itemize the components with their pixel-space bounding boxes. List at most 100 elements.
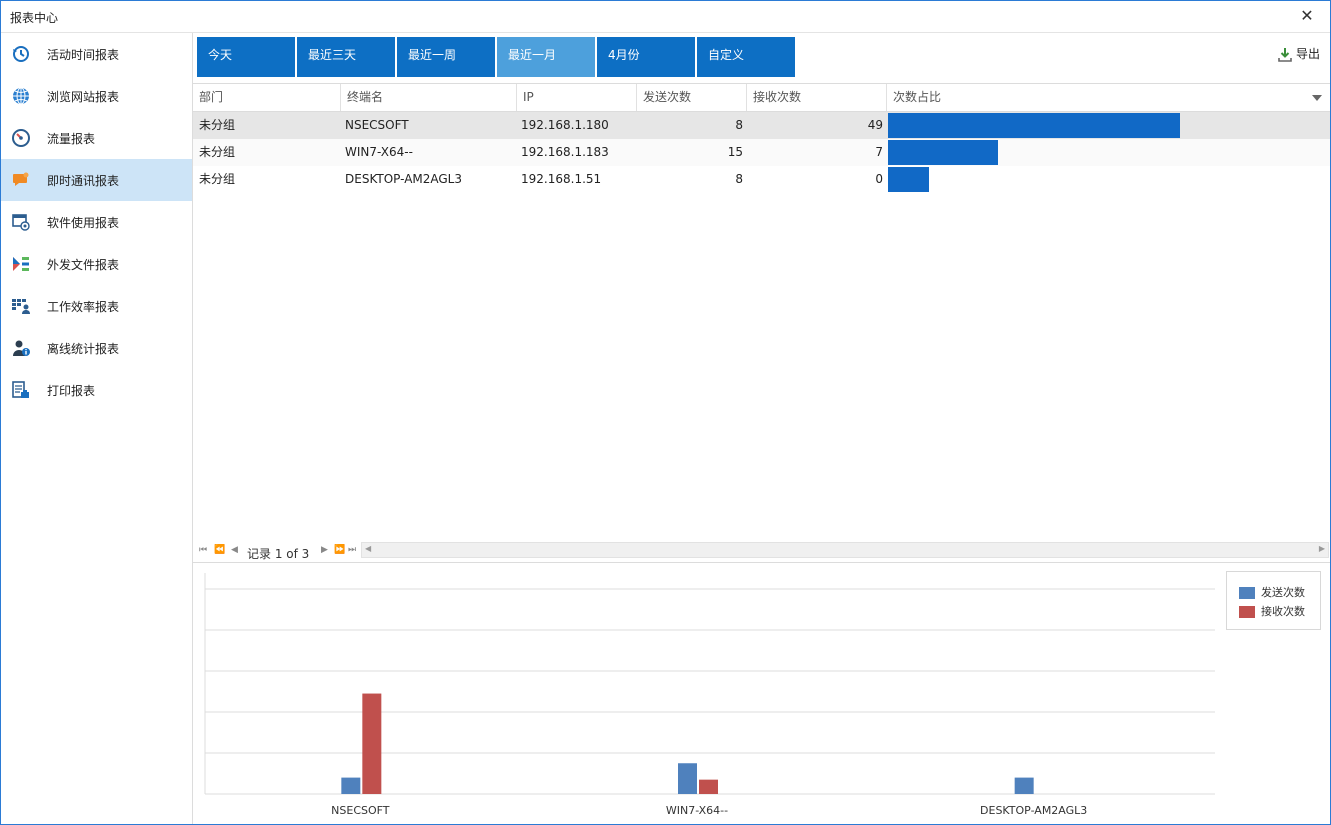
first-page-icon[interactable]: ⏮ [199, 545, 208, 555]
column-header-ip[interactable]: IP [517, 84, 637, 111]
file-share-icon [13, 257, 29, 271]
close-icon: ✕ [1300, 6, 1314, 25]
report-table: 部门 终端名 IP 发送次数 接收次数 次数占比 未分组 NSECSOFT 19… [193, 83, 1330, 544]
cell-sent: 8 [735, 118, 743, 132]
cell-received: 0 [875, 172, 883, 186]
chart-legend: 发送次数 接收次数 [1226, 571, 1321, 630]
cell-ip: 192.168.1.183 [521, 145, 609, 159]
sidebar-item-offline-stats[interactable]: 离线统计报表 [1, 327, 192, 369]
table-header: 部门 终端名 IP 发送次数 接收次数 次数占比 [193, 84, 1330, 112]
sidebar-item-label: 浏览网站报表 [47, 90, 120, 104]
sidebar: 活动时间报表 浏览网站报表 流量报表 即时通讯报表 软件使用报表 外发文件报表 … [1, 33, 193, 824]
title-bar: 报表中心 ✕ [1, 1, 1330, 33]
tab-custom[interactable]: 自定义 [697, 37, 795, 77]
horizontal-scrollbar[interactable]: ◀ ▶ [361, 542, 1329, 558]
legend-label: 接收次数 [1261, 605, 1305, 618]
legend-swatch [1239, 587, 1255, 599]
share-bar [888, 113, 1180, 138]
download-icon [1278, 47, 1292, 62]
prev-page-group-icon[interactable]: ⏪ [214, 545, 226, 555]
table-row[interactable]: 未分组 WIN7-X64-- 192.168.1.183 15 7 [193, 139, 1330, 166]
last-page-icon[interactable]: ⏭ [348, 545, 357, 555]
chart-bar-sent [1014, 777, 1034, 794]
sidebar-item-label: 即时通讯报表 [47, 174, 120, 188]
grid-user-icon [12, 299, 30, 314]
next-page-icon[interactable]: ▶ [321, 545, 328, 555]
sidebar-item-instant-messaging[interactable]: 即时通讯报表 [1, 159, 192, 201]
sidebar-item-traffic[interactable]: 流量报表 [1, 117, 192, 159]
record-counter: 记录 1 of 3 [247, 547, 310, 561]
tab-label: 最近一周 [408, 48, 457, 62]
tab-label: 4月份 [608, 48, 640, 62]
sidebar-item-label: 打印报表 [47, 384, 96, 398]
window-title: 报表中心 [10, 11, 59, 25]
tab-label: 最近一月 [508, 48, 557, 62]
x-tick-label: WIN7-X64-- [666, 804, 728, 817]
sidebar-item-print[interactable]: 打印报表 [1, 369, 192, 411]
column-header-department[interactable]: 部门 [193, 84, 341, 111]
scroll-right-icon[interactable]: ▶ [1318, 544, 1325, 553]
bar-chart: NSECSOFT WIN7-X64-- DESKTOP-AM2AGL3 [204, 573, 1215, 817]
cell-sent: 8 [735, 172, 743, 186]
chart-bar-sent [678, 763, 697, 794]
share-bar [888, 167, 929, 192]
software-eye-icon [12, 214, 30, 231]
scroll-left-icon[interactable]: ◀ [365, 544, 372, 553]
main-panel: 今天 最近三天 最近一周 最近一月 4月份 自定义 导出 部门 终端名 IP 发… [193, 33, 1330, 824]
cell-department: 未分组 [199, 145, 236, 159]
tab-last-week[interactable]: 最近一周 [397, 37, 495, 77]
cell-sent: 15 [727, 145, 743, 159]
sidebar-item-web-browsing[interactable]: 浏览网站报表 [1, 75, 192, 117]
chart-area: NSECSOFT WIN7-X64-- DESKTOP-AM2AGL3 发送次数 接… [193, 562, 1330, 824]
sidebar-item-outgoing-files[interactable]: 外发文件报表 [1, 243, 192, 285]
sidebar-item-label: 流量报表 [47, 132, 96, 146]
globe-icon [13, 87, 29, 105]
cell-terminal: DESKTOP-AM2AGL3 [345, 172, 463, 186]
cell-ip: 192.168.1.51 [521, 172, 602, 186]
column-header-share[interactable]: 次数占比 [887, 84, 1330, 111]
sidebar-item-software-usage[interactable]: 软件使用报表 [1, 201, 192, 243]
cell-department: 未分组 [199, 118, 236, 132]
tab-label: 今天 [208, 48, 233, 62]
share-bar [888, 140, 998, 165]
chart-bar-received [699, 779, 718, 794]
sidebar-item-activity-time[interactable]: 活动时间报表 [1, 33, 192, 75]
legend-swatch [1239, 606, 1255, 618]
prev-page-icon[interactable]: ◀ [231, 545, 238, 555]
chat-bubble-icon [13, 172, 29, 186]
chart-bar-sent [341, 777, 361, 794]
column-header-received[interactable]: 接收次数 [747, 84, 887, 111]
chart-bar-received [362, 693, 382, 794]
sidebar-item-label: 离线统计报表 [47, 342, 120, 356]
user-info-icon [13, 340, 30, 356]
tab-today[interactable]: 今天 [197, 37, 295, 77]
cell-department: 未分组 [199, 172, 236, 186]
tab-label: 最近三天 [308, 48, 357, 62]
table-row[interactable]: 未分组 NSECSOFT 192.168.1.180 8 49 [193, 112, 1330, 139]
close-button[interactable]: ✕ [1298, 7, 1316, 25]
cell-received: 49 [867, 118, 883, 132]
x-tick-label: NSECSOFT [331, 804, 390, 817]
column-header-sent[interactable]: 发送次数 [637, 84, 747, 111]
cell-ip: 192.168.1.180 [521, 118, 609, 132]
dropdown-arrow-icon[interactable] [1312, 95, 1322, 101]
tab-label: 自定义 [708, 48, 745, 62]
next-page-group-icon[interactable]: ⏩ [334, 545, 346, 555]
sidebar-item-label: 外发文件报表 [47, 258, 120, 272]
x-tick-label: DESKTOP-AM2AGL3 [980, 804, 1087, 817]
tab-last-month[interactable]: 最近一月 [497, 37, 595, 77]
column-header-terminal[interactable]: 终端名 [341, 84, 517, 111]
tab-last-three-days[interactable]: 最近三天 [297, 37, 395, 77]
legend-label: 发送次数 [1261, 586, 1305, 599]
legend-item-sent: 发送次数 [1239, 584, 1305, 600]
speedometer-icon [12, 129, 30, 147]
export-button[interactable]: 导出 [1277, 45, 1320, 63]
tab-april[interactable]: 4月份 [597, 37, 695, 77]
table-row[interactable]: 未分组 DESKTOP-AM2AGL3 192.168.1.51 8 0 [193, 166, 1330, 193]
clock-history-icon [13, 46, 29, 62]
cell-terminal: NSECSOFT [345, 118, 409, 132]
sidebar-item-work-efficiency[interactable]: 工作效率报表 [1, 285, 192, 327]
cell-terminal: WIN7-X64-- [345, 145, 413, 159]
sidebar-item-label: 活动时间报表 [47, 48, 120, 62]
